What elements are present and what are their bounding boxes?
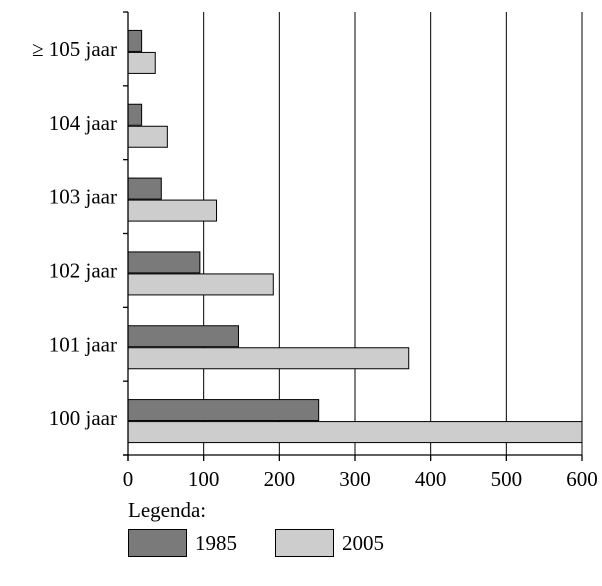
category-label-3: 102 jaar xyxy=(49,258,117,282)
bar-2005-5 xyxy=(127,421,583,444)
x-tick-label-500: 500 xyxy=(491,467,523,490)
x-tick-label-300: 300 xyxy=(339,467,371,490)
legend: Legenda: 1985 2005 xyxy=(128,498,422,557)
bar-2005-2 xyxy=(127,199,218,222)
category-label-4: 101 jaar xyxy=(49,332,117,356)
legend-title: Legenda: xyxy=(128,498,207,522)
x-tick-label-200: 200 xyxy=(264,467,296,490)
category-label-1: 104 jaar xyxy=(49,111,117,135)
x-tick-label-600: 600 xyxy=(566,467,598,490)
bar-2005-1 xyxy=(127,125,168,148)
bar-2005-3 xyxy=(127,273,274,296)
bar-1985-2 xyxy=(127,177,162,200)
bar-2005-0 xyxy=(127,51,156,74)
bar-1985-0 xyxy=(127,29,143,52)
bar-1985-1 xyxy=(127,103,143,126)
bar-1985-5 xyxy=(127,399,320,422)
bar-1985-4 xyxy=(127,325,239,348)
x-tick-label-0: 0 xyxy=(123,467,134,490)
category-label-5: 100 jaar xyxy=(49,406,117,430)
category-label-0: ≥ 105 jaar xyxy=(32,37,117,61)
bar-chart-svg: ≥ 105 jaar 104 jaar 103 jaar 102 jaar 101 ja… xyxy=(32,11,598,491)
category-label-2: 103 jaar xyxy=(49,185,117,209)
legend-item-1985: 1985 xyxy=(128,529,237,557)
legend-swatch-2005 xyxy=(275,529,334,557)
x-tick-label-400: 400 xyxy=(415,467,447,490)
legend-item-2005: 2005 xyxy=(275,529,384,557)
bar-1985-3 xyxy=(127,251,201,274)
legend-swatch-1985 xyxy=(128,529,187,557)
legend-label-2005: 2005 xyxy=(342,530,384,555)
bar-2005-4 xyxy=(127,347,410,370)
x-tick-label-100: 100 xyxy=(188,467,220,490)
legend-label-1985: 1985 xyxy=(195,530,237,555)
